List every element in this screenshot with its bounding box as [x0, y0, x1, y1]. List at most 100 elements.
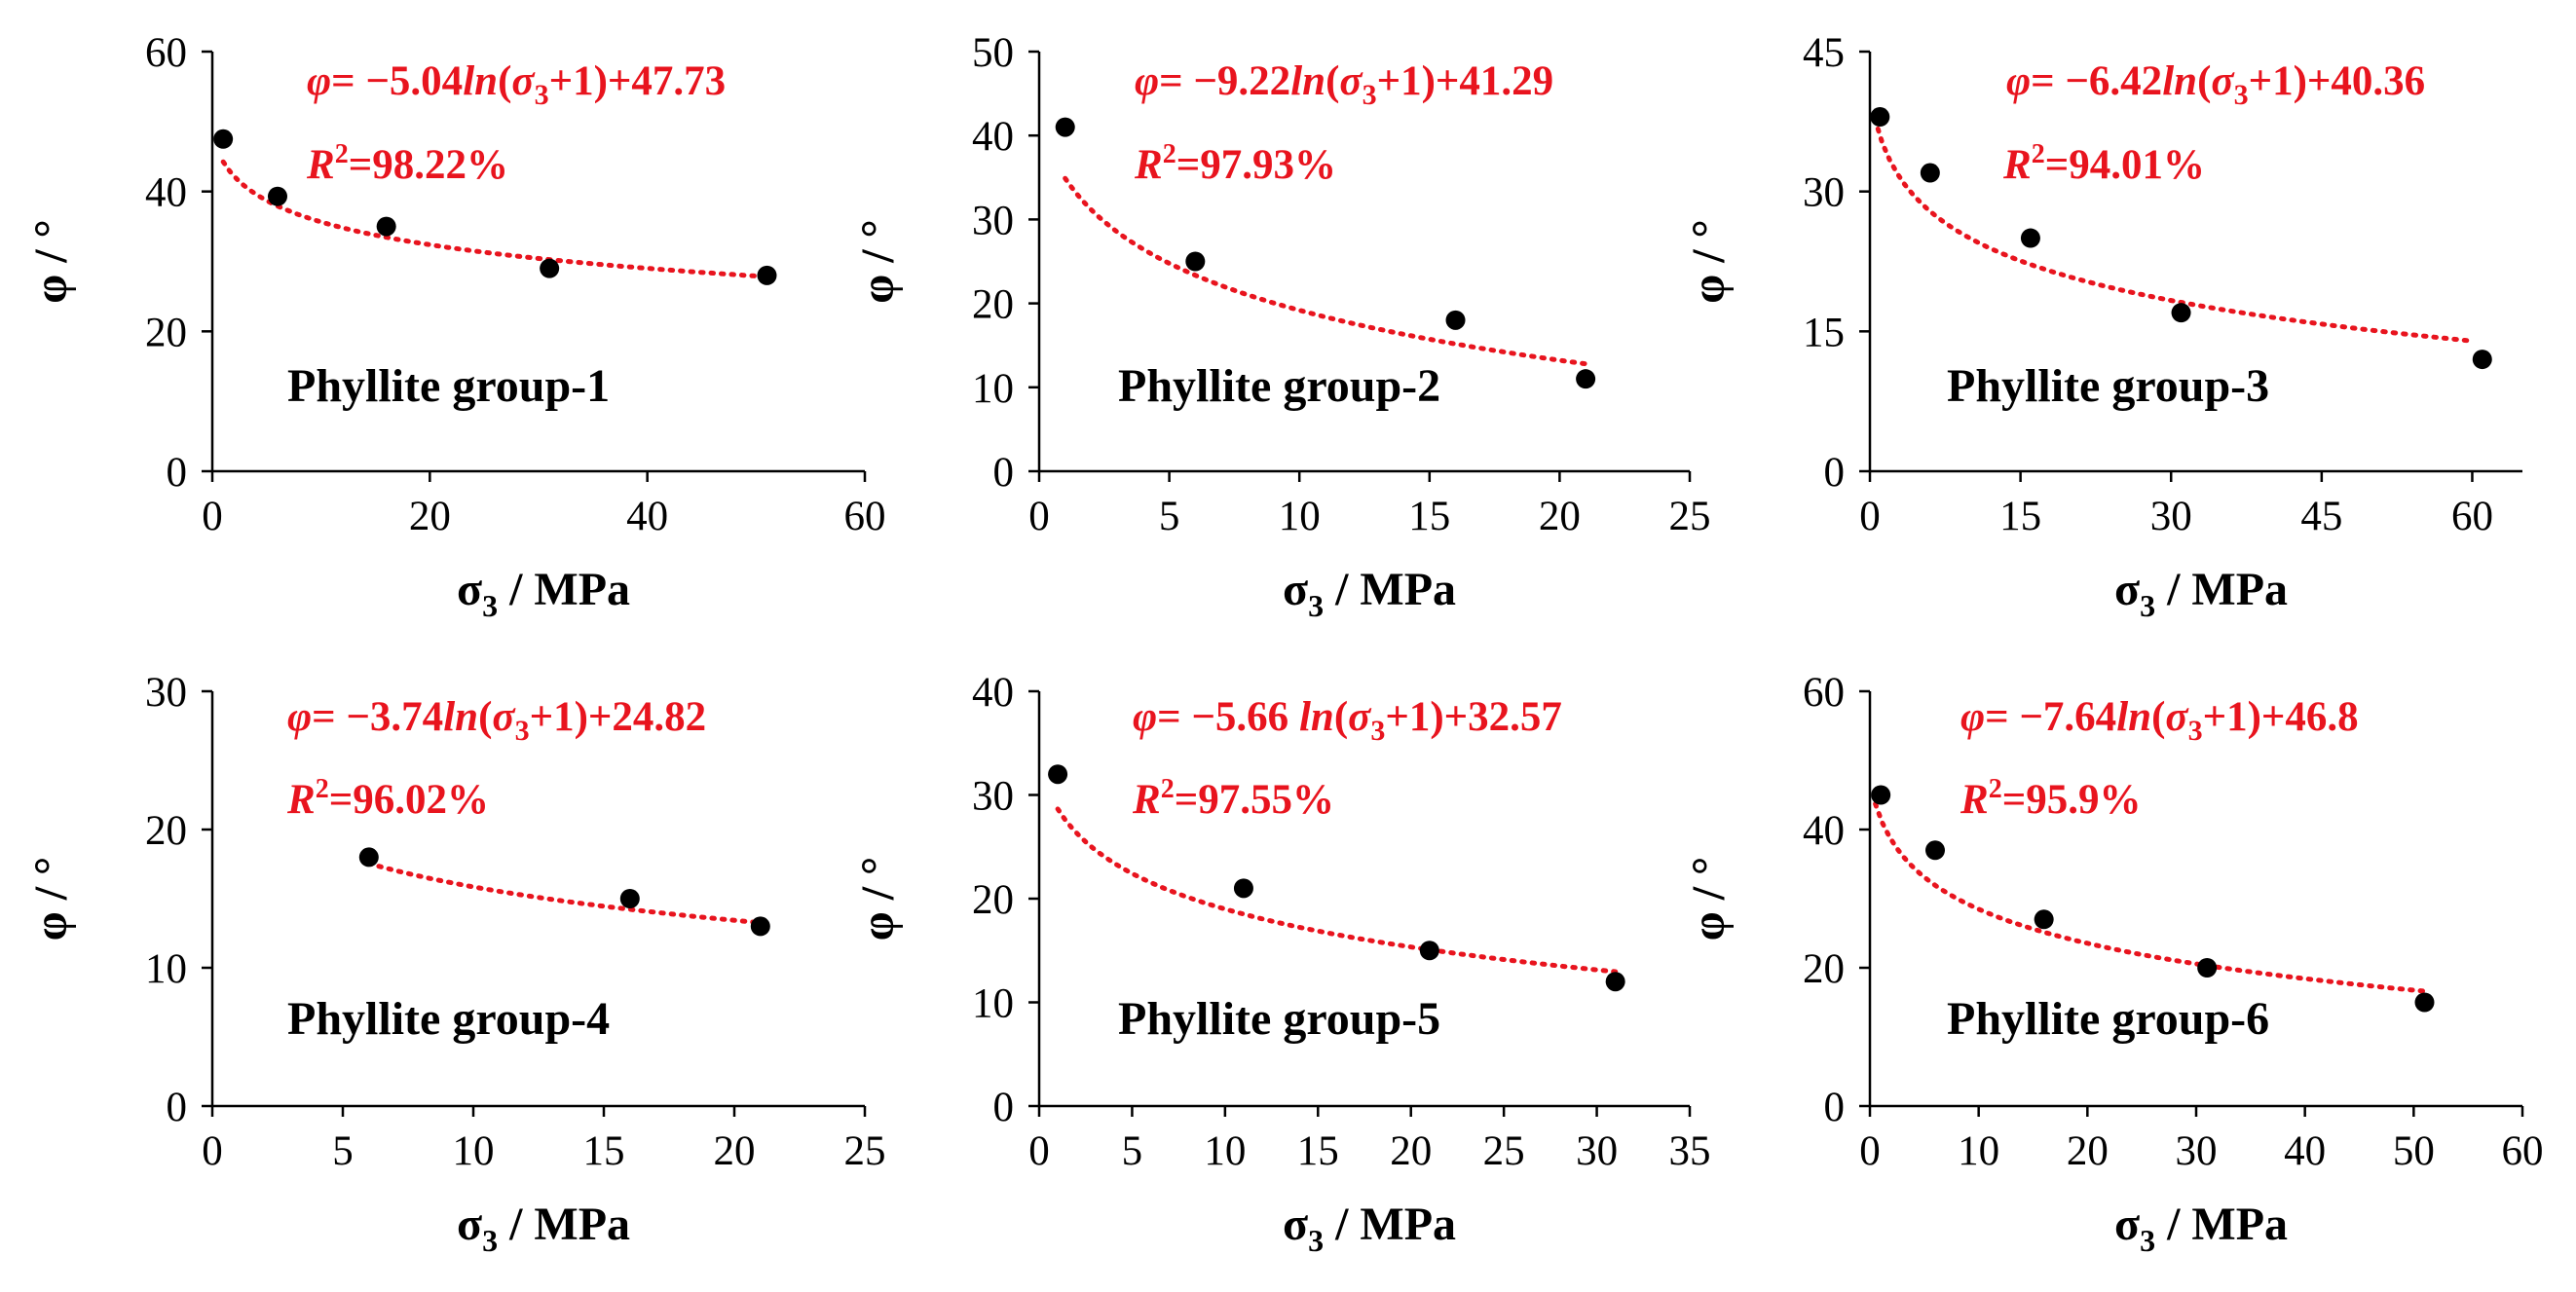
trend-equation: φ= −5.04ln(σ3+1)+47.73: [307, 58, 726, 111]
r-squared-superscript: 2: [316, 774, 329, 804]
y-tick-label: 0: [167, 450, 188, 496]
y-tick-label: 60: [145, 30, 187, 76]
equation-sigma: σ: [1339, 58, 1363, 104]
r-squared-symbol: R: [306, 142, 335, 188]
equation-coefficient: −7.64: [2019, 694, 2116, 740]
x-axis-title-subscript: 3: [1308, 1223, 1324, 1258]
data-point: [1185, 251, 1206, 272]
data-point: [750, 916, 770, 937]
y-tick-label: 0: [1824, 1085, 1846, 1130]
r-squared: R2=97.55%: [1132, 774, 1334, 823]
data-point: [1925, 840, 1945, 861]
y-tick-label: 20: [145, 310, 187, 355]
data-point: [376, 216, 396, 237]
y-tick-label: 10: [972, 981, 1014, 1027]
y-tick-label: 20: [1803, 946, 1845, 992]
x-tick-label: 25: [1483, 1128, 1525, 1174]
data-point: [1920, 163, 1940, 183]
y-tick-label: 20: [145, 808, 187, 854]
data-point: [1871, 785, 1891, 805]
equation-paren-open: (: [478, 694, 492, 740]
x-axis-title: σ3 / MPa: [2114, 564, 2288, 623]
equation-ln: ln: [443, 694, 478, 740]
panel-title: Phyllite group-4: [287, 993, 610, 1045]
r-squared-value: =98.22%: [349, 142, 508, 188]
y-tick-label: 20: [972, 877, 1014, 923]
x-axis-title: σ3 / MPa: [457, 1199, 630, 1258]
y-axis-title: φ / °: [1683, 219, 1735, 303]
x-tick-label: 0: [1028, 1128, 1050, 1174]
data-point: [1048, 764, 1068, 785]
x-axis-title-symbol: σ: [1283, 564, 1308, 615]
x-tick-label: 10: [1958, 1128, 1999, 1174]
trend-equation: φ= −6.42ln(σ3+1)+40.36: [2006, 58, 2425, 111]
r-squared: R2=96.02%: [286, 774, 489, 823]
data-point: [2171, 303, 2191, 323]
y-tick-label: 0: [167, 1085, 188, 1130]
x-tick-label: 20: [1390, 1128, 1432, 1174]
equation-constant: +32.57: [1444, 694, 1562, 740]
data-point: [358, 847, 379, 867]
x-tick-label: 20: [409, 494, 451, 539]
y-tick-label: 40: [145, 170, 187, 216]
equation-paren-open: (: [2151, 694, 2165, 740]
data-point: [619, 889, 640, 908]
r-squared-symbol: R: [1132, 777, 1161, 823]
data-point: [2020, 228, 2040, 248]
x-tick-label: 20: [714, 1128, 756, 1174]
equation-paren-close: +1): [1385, 694, 1443, 740]
data-point: [2472, 350, 2492, 370]
x-axis-title-symbol: σ: [457, 564, 482, 615]
equation-equals: =: [331, 58, 365, 104]
r-squared-superscript: 2: [1163, 139, 1176, 169]
r-squared: R2=95.9%: [1960, 774, 2141, 823]
data-point: [2034, 909, 2054, 930]
equation-ln: ln: [2162, 58, 2197, 104]
equation-ln: ln: [1299, 694, 1334, 740]
equation-phi: φ: [1135, 58, 1159, 104]
x-tick-label: 0: [1859, 494, 1881, 539]
equation-paren-open: (: [498, 58, 511, 104]
equation-coefficient: −6.42: [2065, 58, 2162, 104]
data-point: [1605, 972, 1625, 992]
x-axis-title-subscript: 3: [1308, 588, 1324, 623]
x-axis-title-symbol: σ: [457, 1199, 482, 1250]
y-axis-title: φ / °: [25, 219, 77, 303]
x-axis-title-unit: / MPa: [498, 564, 630, 615]
equation-coefficient: −3.74: [346, 694, 443, 740]
equation-coefficient: −5.66: [1191, 694, 1299, 740]
equation-equals: =: [1157, 694, 1191, 740]
x-axis-title: σ3 / MPa: [1283, 564, 1456, 623]
y-tick-label: 40: [972, 114, 1014, 160]
x-tick-label: 30: [2150, 494, 2192, 539]
trend-equation: φ= −7.64ln(σ3+1)+46.8: [1960, 694, 2359, 747]
x-tick-label: 5: [1122, 1128, 1143, 1174]
data-point: [1233, 878, 1253, 899]
equation-phi: φ: [2006, 58, 2031, 104]
trendline: [1063, 175, 1588, 367]
x-axis-title-unit: / MPa: [2155, 1199, 2288, 1250]
r-squared: R2=97.93%: [1134, 139, 1336, 188]
x-tick-label: 5: [1159, 494, 1180, 539]
x-axis-title: σ3 / MPa: [457, 564, 630, 623]
r-squared: R2=94.01%: [2002, 139, 2205, 188]
equation-phi: φ: [307, 58, 331, 104]
y-tick-label: 45: [1803, 30, 1845, 76]
equation-paren-close: +1): [2249, 58, 2307, 104]
equation-paren-close: +1): [549, 58, 608, 104]
x-axis-title-unit: / MPa: [1324, 1199, 1456, 1250]
data-point: [1576, 369, 1596, 389]
y-tick-label: 60: [1803, 670, 1845, 716]
r-squared-symbol: R: [2002, 142, 2032, 188]
equation-paren-open: (: [1325, 58, 1339, 104]
trendline: [1055, 806, 1619, 975]
y-tick-label: 15: [1803, 310, 1845, 355]
r-squared-value: =96.02%: [329, 777, 489, 823]
x-axis-title-unit: / MPa: [498, 1199, 630, 1250]
y-tick-label: 10: [145, 946, 187, 992]
data-point: [1445, 310, 1466, 330]
x-axis-title: σ3 / MPa: [2114, 1199, 2288, 1258]
